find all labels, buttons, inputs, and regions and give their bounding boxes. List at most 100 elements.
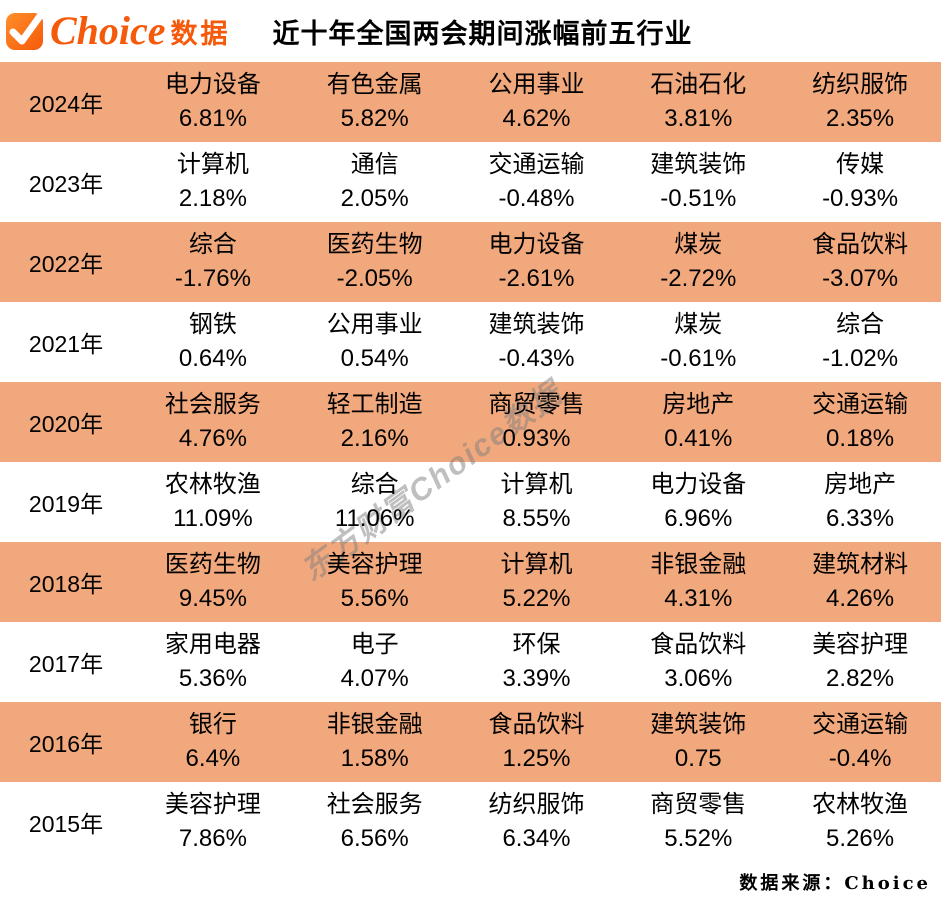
- industry-change: -1.02%: [822, 344, 899, 372]
- year-label: 2017年: [28, 651, 104, 677]
- header: Choice 数据 近十年全国两会期间涨幅前五行业: [0, 0, 941, 62]
- year-label: 2021年: [28, 331, 104, 357]
- industry-cell: 纺织服饰 2.35%: [779, 62, 941, 142]
- industry-change: 5.26%: [826, 824, 895, 852]
- industry-cell: 计算机 5.22%: [456, 542, 618, 622]
- industry-change: 9.45%: [178, 584, 247, 612]
- industry-cell: 环保 3.39%: [456, 622, 618, 702]
- industry-name: 美容护理: [326, 551, 423, 579]
- industry-change: -0.61%: [660, 344, 737, 372]
- year-label: 2022年: [28, 251, 104, 277]
- industry-cell: 食品饮料 3.06%: [617, 622, 779, 702]
- industry-change: 3.06%: [664, 664, 733, 692]
- industry-cell: 建筑装饰 -0.51%: [617, 142, 779, 222]
- industry-cell: 社会服务 6.56%: [294, 782, 456, 862]
- industry-cell: 农林牧渔 5.26%: [779, 782, 941, 862]
- year-label: 2018年: [28, 571, 104, 597]
- industry-name: 有色金属: [326, 71, 423, 99]
- industry-change: 3.81%: [664, 104, 733, 132]
- industry-name: 医药生物: [326, 231, 423, 259]
- industry-name: 电力设备: [164, 71, 261, 99]
- industry-name: 房地产: [824, 471, 897, 499]
- industry-change: 6.96%: [664, 504, 733, 532]
- industry-change: -0.51%: [660, 184, 737, 212]
- table-row: 2015年 美容护理 7.86% 社会服务 6.56% 纺织服饰 6.34% 商贸零售 5.52…: [0, 782, 941, 862]
- industry-cell: 公用事业 4.62%: [456, 62, 618, 142]
- industry-name: 公用事业: [488, 71, 585, 99]
- industry-change: 11.09%: [173, 504, 253, 532]
- industry-name: 计算机: [500, 551, 573, 579]
- industry-name: 综合: [836, 311, 885, 339]
- industry-change: 0.18%: [826, 424, 895, 452]
- industry-name: 煤炭: [674, 231, 723, 259]
- industry-cell: 农林牧渔 11.09%: [132, 462, 294, 542]
- industry-cell: 综合 -1.76%: [132, 222, 294, 302]
- industry-cell: 电子 4.07%: [294, 622, 456, 702]
- industry-change: 7.86%: [178, 824, 247, 852]
- industry-change: 11.06%: [334, 504, 415, 532]
- industry-change: -0.48%: [498, 184, 575, 212]
- industry-cell: 美容护理 7.86%: [132, 782, 294, 862]
- logo-suffix-text: 数据: [170, 18, 231, 49]
- industry-cell: 商贸零售 0.93%: [456, 382, 618, 462]
- industry-name: 电子: [350, 631, 399, 659]
- industry-name: 综合: [188, 231, 237, 259]
- industry-cell: 计算机 8.55%: [456, 462, 618, 542]
- industry-change: 0.75: [674, 744, 722, 772]
- year-label: 2019年: [28, 491, 104, 517]
- industry-cell: 社会服务 4.76%: [132, 382, 294, 462]
- industry-cell: 通信 2.05%: [294, 142, 456, 222]
- industry-change: 0.54%: [340, 344, 409, 372]
- industry-change: 5.22%: [502, 584, 571, 612]
- table-row: 2023年 计算机 2.18% 通信 2.05% 交通运输 -0.48% 建筑装饰 -0.51%…: [0, 142, 941, 222]
- industry-name: 建筑装饰: [488, 311, 585, 339]
- industry-name: 钢铁: [188, 311, 237, 339]
- industry-cell: 交通运输 0.18%: [779, 382, 941, 462]
- industry-name: 建筑材料: [812, 551, 909, 579]
- industry-cell: 传媒 -0.93%: [779, 142, 941, 222]
- industry-change: 4.31%: [664, 584, 733, 612]
- industry-change: -0.43%: [498, 344, 575, 372]
- industry-cell: 食品饮料 1.25%: [456, 702, 618, 782]
- industry-cell: 煤炭 -2.72%: [617, 222, 779, 302]
- industry-cell: 建筑装饰 0.75: [617, 702, 779, 782]
- industry-change: 0.93%: [502, 424, 571, 452]
- table-row: 2022年 综合 -1.76% 医药生物 -2.05% 电力设备 -2.61% 煤炭 -2.72…: [0, 222, 941, 302]
- industry-cell: 电力设备 -2.61%: [456, 222, 618, 302]
- industry-cell: 建筑装饰 -0.43%: [456, 302, 618, 382]
- industry-change: 3.39%: [502, 664, 571, 692]
- industry-name: 美容护理: [812, 631, 909, 659]
- industry-cell: 非银金融 1.58%: [294, 702, 456, 782]
- data-source-label: 数据来源：Choice: [739, 873, 931, 894]
- industry-cell: 美容护理 5.56%: [294, 542, 456, 622]
- industry-cell: 有色金属 5.82%: [294, 62, 456, 142]
- year-label: 2015年: [28, 811, 104, 837]
- industry-change: 5.52%: [664, 824, 733, 852]
- industry-name: 家用电器: [164, 631, 261, 659]
- industry-name: 通信: [350, 151, 399, 179]
- logo-brand-text: Choice: [50, 8, 166, 53]
- industry-cell: 计算机 2.18%: [132, 142, 294, 222]
- industry-cell: 石油石化 3.81%: [617, 62, 779, 142]
- industry-cell: 银行 6.4%: [132, 702, 294, 782]
- industry-change: 4.62%: [502, 104, 571, 132]
- industry-name: 计算机: [500, 471, 573, 499]
- industry-name: 建筑装饰: [650, 711, 747, 739]
- industry-cell: 美容护理 2.82%: [779, 622, 941, 702]
- industry-cell: 轻工制造 2.16%: [294, 382, 456, 462]
- industry-name: 纺织服饰: [812, 71, 909, 99]
- industry-name: 电力设备: [488, 231, 585, 259]
- industry-change: 5.36%: [178, 664, 247, 692]
- industry-name: 传媒: [836, 151, 885, 179]
- industry-cell: 医药生物 9.45%: [132, 542, 294, 622]
- industry-name: 交通运输: [812, 711, 909, 739]
- industry-name: 环保: [512, 631, 561, 659]
- industry-name: 纺织服饰: [488, 791, 585, 819]
- industry-cell: 商贸零售 5.52%: [617, 782, 779, 862]
- industry-change: 1.25%: [502, 744, 571, 772]
- table-row: 2016年 银行 6.4% 非银金融 1.58% 食品饮料 1.25% 建筑装饰 0.75 交通运…: [0, 702, 941, 782]
- industry-change: 6.34%: [502, 824, 571, 852]
- industry-name: 农林牧渔: [812, 791, 909, 819]
- industry-name: 食品饮料: [488, 711, 585, 739]
- industry-cell: 公用事业 0.54%: [294, 302, 456, 382]
